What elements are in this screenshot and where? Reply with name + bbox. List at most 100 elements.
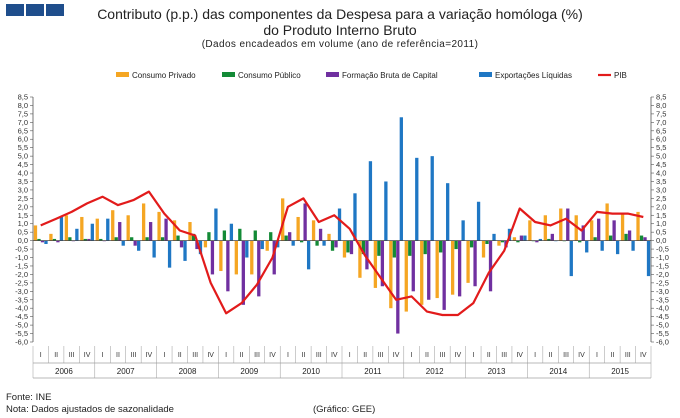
- chart-title-line2: do Produto Interno Bruto: [263, 22, 417, 38]
- quarter-label: II: [54, 352, 58, 359]
- y-tick-label-right: -4,5: [656, 312, 669, 321]
- bar-forma-o-bruta-de-capital-34: [566, 208, 570, 241]
- quarter-label: I: [102, 352, 104, 359]
- year-label-2012: 2012: [426, 367, 444, 376]
- bar-consumo-p-blico-28: [469, 240, 474, 248]
- quarter-label: IV: [578, 352, 585, 359]
- bar-consumo-privado-16: [281, 198, 285, 241]
- footnote: Nota: Dados ajustados de sazonalidade: [6, 404, 174, 415]
- bar-exporta-es-l-quidas-29: [492, 233, 496, 241]
- bar-exporta-es-l-quidas-10: [198, 240, 203, 255]
- bar-forma-o-bruta-de-capital-8: [164, 218, 168, 241]
- bar-consumo-privado-12: [219, 240, 223, 272]
- bar-exporta-es-l-quidas-35: [585, 240, 589, 253]
- bar-forma-o-bruta-de-capital-36: [597, 218, 601, 241]
- bar-consumo-privado-23: [389, 240, 393, 309]
- bar-consumo-p-blico-14: [253, 230, 257, 241]
- y-tick-label-right: 0,0: [656, 236, 666, 245]
- y-tick-label-right: -6,0: [656, 338, 669, 347]
- quarter-label: IV: [269, 352, 276, 359]
- bar-consumo-privado-7: [141, 203, 146, 241]
- y-tick-label-right: 3,0: [656, 185, 666, 194]
- y-tick-label-left: -5,5: [15, 329, 28, 338]
- bar-consumo-p-blico-25: [423, 240, 427, 255]
- bar-exporta-es-l-quidas-26: [446, 183, 450, 241]
- legend-swatch-consumo-p-blico: [222, 72, 235, 77]
- y-tick-label-left: 8,5: [18, 93, 28, 102]
- bar-consumo-privado-26: [435, 240, 439, 299]
- bar-exporta-es-l-quidas-27: [461, 220, 465, 241]
- bar-consumo-p-blico-1: [52, 238, 57, 241]
- legend-label-exporta-es-l-quidas: Exportações Líquidas: [495, 71, 572, 80]
- bar-consumo-p-blico-5: [114, 237, 118, 241]
- quarter-label: III: [501, 352, 507, 359]
- bar-exporta-es-l-quidas-11: [214, 208, 218, 241]
- bar-exporta-es-l-quidas-16: [291, 240, 295, 246]
- quarter-label: II: [487, 352, 491, 359]
- quarter-label: III: [192, 352, 198, 359]
- bar-exporta-es-l-quidas-32: [538, 238, 543, 241]
- bar-exporta-es-l-quidas-17: [306, 240, 311, 270]
- quarter-label: II: [363, 352, 367, 359]
- bar-consumo-p-blico-38: [624, 233, 628, 241]
- bar-consumo-privado-24: [404, 240, 408, 312]
- quarter-label: II: [425, 352, 429, 359]
- bar-consumo-p-blico-7: [145, 237, 149, 241]
- y-tick-label-right: -2,0: [656, 270, 669, 279]
- y-tick-label-left: 1,5: [18, 211, 28, 220]
- y-tick-label-right: 6,5: [656, 126, 666, 135]
- year-label-2015: 2015: [611, 367, 629, 376]
- year-label-2008: 2008: [179, 367, 197, 376]
- bar-consumo-privado-37: [605, 203, 609, 241]
- bar-consumo-privado-27: [450, 240, 455, 295]
- bar-exporta-es-l-quidas-19: [337, 208, 342, 241]
- year-label-2013: 2013: [488, 367, 506, 376]
- bar-exporta-es-l-quidas-36: [600, 240, 604, 251]
- quarter-label: I: [472, 352, 474, 359]
- y-tick-label-left: -3,0: [15, 287, 28, 296]
- y-tick-label-left: 3,5: [18, 177, 28, 186]
- y-tick-label-right: -5,5: [656, 329, 669, 338]
- bar-forma-o-bruta-de-capital-10: [195, 240, 199, 250]
- bar-consumo-p-blico-23: [392, 240, 396, 258]
- bar-forma-o-bruta-de-capital-7: [148, 222, 153, 241]
- year-label-2007: 2007: [117, 367, 135, 376]
- bar-consumo-privado-32: [528, 220, 532, 241]
- bar-consumo-p-blico-39: [639, 235, 644, 241]
- legend-label-consumo-privado: Consumo Privado: [132, 71, 196, 80]
- y-tick-label-right: 4,0: [656, 169, 666, 178]
- quarter-label: II: [178, 352, 182, 359]
- bar-forma-o-bruta-de-capital-9: [179, 240, 184, 248]
- bar-consumo-privado-38: [620, 213, 625, 241]
- bar-exporta-es-l-quidas-18: [322, 240, 326, 246]
- y-tick-label-right: -2,5: [656, 278, 669, 287]
- bar-consumo-privado-31: [512, 237, 517, 241]
- y-tick-label-left: -1,0: [15, 253, 28, 262]
- y-tick-label-right: 1,5: [656, 211, 666, 220]
- bar-consumo-privado-33: [543, 215, 547, 241]
- bar-consumo-p-blico-6: [130, 237, 134, 241]
- bar-exporta-es-l-quidas-3: [90, 223, 94, 241]
- y-tick-label-right: 3,5: [656, 177, 666, 186]
- quarter-label: I: [225, 352, 227, 359]
- bar-forma-o-bruta-de-capital-39: [643, 237, 647, 241]
- quarter-label: I: [349, 352, 351, 359]
- bar-consumo-p-blico-0: [37, 238, 41, 241]
- bar-forma-o-bruta-de-capital-32: [535, 240, 539, 243]
- bar-consumo-privado-18: [311, 220, 316, 241]
- bar-consumo-privado-20: [342, 240, 347, 258]
- quarter-label: II: [549, 352, 553, 359]
- y-tick-label-right: -0,5: [656, 245, 669, 254]
- y-tick-label-right: 0,5: [656, 228, 666, 237]
- y-tick-label-left: 5,5: [18, 143, 28, 152]
- bar-forma-o-bruta-de-capital-33: [550, 233, 554, 241]
- y-tick-label-right: -3,5: [656, 295, 669, 304]
- y-tick-label-right: 5,5: [656, 143, 666, 152]
- y-tick-label-right: 6,0: [656, 135, 666, 144]
- bar-exporta-es-l-quidas-24: [415, 157, 419, 241]
- y-tick-label-right: 5,0: [656, 152, 666, 161]
- quarter-label: IV: [455, 352, 462, 359]
- quarter-label: IV: [207, 352, 214, 359]
- quarter-label: IV: [640, 352, 647, 359]
